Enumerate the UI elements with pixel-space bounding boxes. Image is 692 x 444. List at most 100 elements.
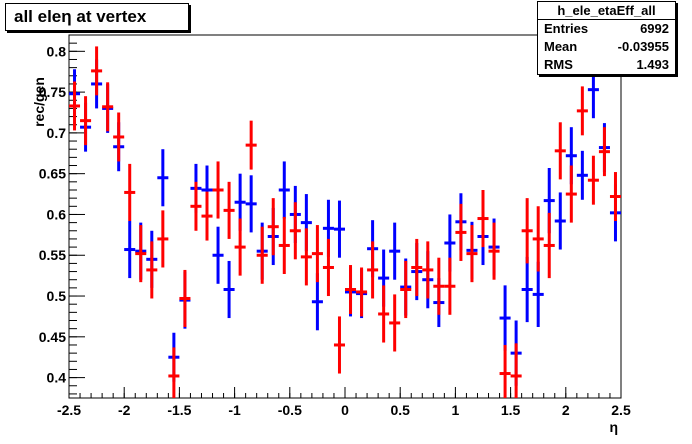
data-point bbox=[102, 82, 114, 132]
data-point bbox=[389, 222, 401, 280]
x-tick-label: 0.5 bbox=[390, 402, 410, 418]
chart-title: all eleη at vertex bbox=[14, 7, 147, 26]
data-point bbox=[267, 198, 279, 256]
data-point bbox=[389, 294, 401, 352]
data-point bbox=[576, 86, 588, 136]
stats-entries-label: Entries bbox=[544, 21, 589, 36]
data-point bbox=[521, 256, 533, 323]
data-point bbox=[333, 200, 345, 258]
y-axis-label: rec/gen bbox=[31, 77, 47, 127]
data-point bbox=[400, 260, 412, 319]
y-tick-label: 0.4 bbox=[47, 370, 67, 386]
x-tick-label: 1.5 bbox=[501, 402, 521, 418]
data-point bbox=[598, 127, 610, 177]
data-point bbox=[223, 181, 235, 239]
data-point bbox=[289, 202, 301, 260]
plot-frame bbox=[68, 34, 622, 399]
data-point bbox=[378, 285, 390, 343]
stats-box: h_ele_etaEff_all Entries 6992 Mean -0.03… bbox=[537, 1, 676, 75]
data-point bbox=[499, 344, 511, 398]
stats-rms-label: RMS bbox=[544, 57, 573, 72]
data-point bbox=[300, 228, 312, 286]
stats-mean-value: -0.03955 bbox=[617, 39, 669, 54]
data-point bbox=[455, 203, 467, 261]
x-tick-label: 1 bbox=[452, 402, 460, 418]
data-point bbox=[521, 198, 533, 264]
data-point bbox=[212, 226, 224, 284]
y-tick-label: 0.7 bbox=[47, 125, 67, 141]
data-point bbox=[510, 343, 522, 398]
data-point bbox=[157, 210, 169, 268]
data-point bbox=[278, 161, 290, 219]
x-tick-label: -0.5 bbox=[278, 402, 302, 418]
x-axis-label: η bbox=[609, 419, 618, 435]
stats-row-mean: Mean -0.03955 bbox=[544, 38, 669, 56]
data-point bbox=[488, 222, 500, 280]
x-tick-label: 2.5 bbox=[611, 402, 631, 418]
stats-rms-value: 1.493 bbox=[636, 57, 669, 72]
data-point bbox=[554, 122, 566, 180]
data-point bbox=[124, 220, 136, 279]
data-point bbox=[201, 191, 213, 241]
data-point bbox=[565, 165, 577, 223]
stats-row-entries: Entries 6992 bbox=[544, 20, 669, 38]
stats-mean-label: Mean bbox=[544, 39, 578, 54]
stats-entries-value: 6992 bbox=[640, 21, 669, 36]
data-point bbox=[212, 161, 224, 219]
data-point bbox=[80, 96, 92, 146]
data-point bbox=[245, 120, 257, 170]
data-point bbox=[311, 225, 323, 283]
y-tick-label: 0.75 bbox=[39, 84, 66, 100]
data-point bbox=[532, 261, 544, 328]
data-point bbox=[609, 172, 621, 221]
axis-tick-labels: -2.5 -2 -1.5 -1 -0.5 0 0.5 1 1.5 2 2.5 0.4 0.45 0.5 0.… bbox=[39, 43, 631, 418]
data-point bbox=[91, 46, 103, 96]
data-point bbox=[69, 81, 81, 131]
data-point bbox=[543, 212, 555, 279]
data-point bbox=[124, 163, 136, 221]
data-point bbox=[190, 181, 202, 231]
data-point bbox=[411, 238, 423, 297]
y-tick-label: 0.65 bbox=[39, 166, 66, 182]
y-tick-label: 0.8 bbox=[47, 43, 67, 59]
axis-ticks bbox=[68, 42, 622, 398]
data-point bbox=[356, 267, 368, 317]
data-point bbox=[146, 241, 158, 299]
x-tick-label: -1.5 bbox=[167, 402, 191, 418]
data-point bbox=[311, 273, 323, 331]
data-point bbox=[466, 225, 478, 283]
x-tick-label: -1 bbox=[228, 402, 241, 418]
x-tick-label: -2.5 bbox=[57, 402, 81, 418]
data-point bbox=[367, 241, 379, 299]
y-tick-label: 0.5 bbox=[47, 288, 67, 304]
data-point bbox=[576, 150, 588, 200]
y-tick-label: 0.55 bbox=[39, 247, 66, 263]
data-point bbox=[234, 218, 246, 276]
data-point bbox=[477, 189, 489, 248]
data-point bbox=[179, 269, 191, 328]
data-point bbox=[223, 260, 235, 319]
data-point bbox=[157, 149, 169, 207]
stats-row-rms: RMS 1.493 bbox=[544, 56, 669, 74]
data-point bbox=[168, 347, 180, 398]
stats-name: h_ele_etaEff_all bbox=[538, 2, 675, 20]
data-point bbox=[345, 265, 357, 314]
data-point bbox=[422, 241, 434, 299]
data-point bbox=[256, 226, 268, 284]
y-tick-label: 0.45 bbox=[39, 329, 66, 345]
x-tick-label: -2 bbox=[118, 402, 131, 418]
data-point bbox=[113, 112, 125, 162]
chart-title-box: all eleη at vertex bbox=[5, 3, 189, 31]
data-point bbox=[587, 155, 599, 205]
data-point bbox=[554, 192, 566, 250]
x-tick-label: 2 bbox=[562, 402, 570, 418]
data-point bbox=[499, 285, 511, 351]
x-tick-label: 0 bbox=[341, 402, 349, 418]
data-point bbox=[278, 216, 290, 275]
data-point bbox=[245, 175, 257, 233]
y-tick-label: 0.6 bbox=[47, 206, 67, 222]
data-point bbox=[444, 257, 456, 315]
data-point bbox=[322, 238, 334, 297]
data-point bbox=[333, 316, 345, 374]
